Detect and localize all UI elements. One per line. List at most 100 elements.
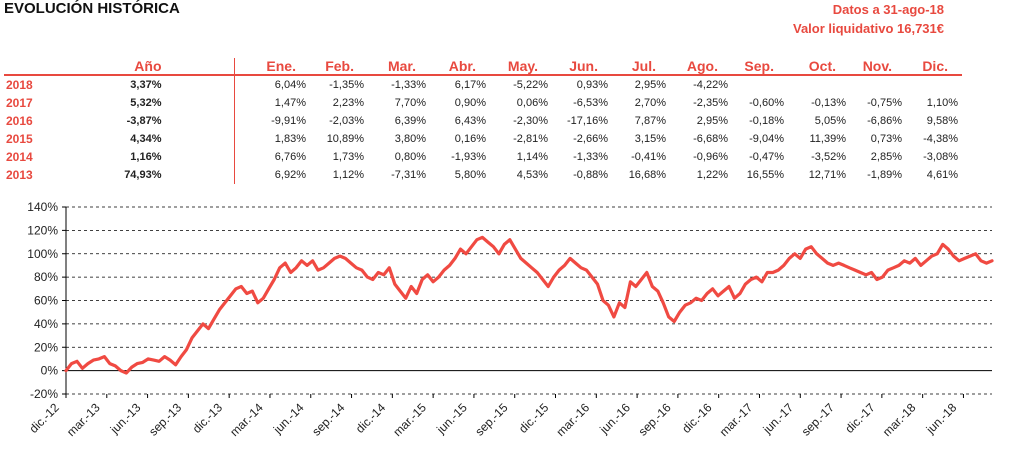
row-month-return: -5,22%	[513, 79, 548, 91]
row-month-return: 2,95%	[696, 115, 728, 127]
row-month-return: 3,80%	[394, 133, 426, 145]
row-month-return: -4,22%	[693, 79, 728, 91]
row-year: 2017	[6, 96, 33, 110]
x-tick-label: jun.-18	[923, 400, 960, 437]
row-month-return: -2,66%	[573, 133, 608, 145]
x-tick-label: sep.-13	[146, 400, 184, 438]
row-month-return: 0,73%	[870, 133, 902, 145]
row-month-return: 9,58%	[926, 115, 958, 127]
row-month-return: -2,35%	[693, 97, 728, 109]
row-month-return: 5,05%	[814, 115, 846, 127]
x-tick-label: dic.-17	[842, 400, 878, 436]
row-month-return	[732, 75, 788, 94]
y-tick-label: 80%	[34, 270, 58, 284]
row-month-return: 5,80%	[454, 169, 486, 181]
table-row: 2014 1,16% 6,76% 1,73% 0,80% -1,93% 1,14% -1,33…	[4, 148, 962, 166]
x-tick-label: mar.-18	[880, 400, 919, 439]
row-month-return: -7,31%	[391, 169, 426, 181]
row-month-return: 6,39%	[394, 115, 426, 127]
x-tick-label: dic.-12	[27, 400, 63, 436]
header-month-10: Oct.	[808, 58, 836, 74]
row-month-return: 1,22%	[696, 169, 728, 181]
row-month-return: -0,75%	[867, 97, 902, 109]
row-month-return: 2,70%	[634, 97, 666, 109]
header-month-6: Jun.	[569, 58, 598, 74]
row-month-return: 1,10%	[926, 97, 958, 109]
row-month-return: 6,76%	[233, 148, 310, 166]
row-month-return: 4,61%	[926, 169, 958, 181]
table-header-row: Año Ene. Feb. Mar. Abr. May. Jun. Jul. Ago. Sep. O…	[4, 58, 962, 75]
x-tick-label: mar.-16	[554, 400, 593, 439]
header-month-1: Ene.	[233, 58, 310, 75]
row-month-return: 0,06%	[516, 97, 548, 109]
row-month-return: 7,87%	[634, 115, 666, 127]
row-month-return: 16,68%	[628, 169, 666, 181]
table-row: 2018 3,37% 6,04% -1,35% -1,33% 6,17% -5,22% 0,9…	[4, 75, 962, 94]
header-month-12: Dic.	[922, 58, 948, 74]
x-tick-label: mar.-13	[64, 400, 103, 439]
row-month-return: 3,15%	[634, 133, 666, 145]
table-row: 2017 5,32% 1,47% 2,23% 7,70% 0,90% 0,06% -6,53%…	[4, 94, 962, 112]
y-tick-label: 0%	[41, 364, 59, 378]
row-month-return: -0,47%	[749, 151, 784, 163]
returns-table: Año Ene. Feb. Mar. Abr. May. Jun. Jul. Ago. Sep. O…	[4, 58, 962, 184]
x-tick-label: dic.-16	[679, 400, 715, 436]
row-month-return: -2,30%	[513, 115, 548, 127]
row-month-return: -6,68%	[693, 133, 728, 145]
row-month-return: -0,18%	[749, 115, 784, 127]
row-month-return: 6,43%	[454, 115, 486, 127]
x-tick-label: mar.-17	[717, 400, 756, 439]
row-annual-return: 74,93%	[124, 169, 162, 181]
x-tick-label: mar.-15	[390, 400, 429, 439]
row-annual-return: 3,37%	[130, 79, 162, 91]
y-tick-label: -20%	[30, 387, 58, 401]
header-month-5: May.	[507, 58, 538, 74]
x-tick-label: jun.-17	[760, 400, 797, 437]
row-month-return: -2,03%	[329, 115, 364, 127]
row-month-return: 1,14%	[516, 151, 548, 163]
x-tick-label: dic.-14	[353, 400, 389, 436]
row-month-return: 1,83%	[233, 130, 310, 148]
row-month-return: 0,16%	[454, 133, 486, 145]
net-asset-value: Valor liquidativo 16,731€	[792, 21, 944, 36]
row-month-return: 6,92%	[233, 166, 310, 184]
row-month-return: 0,80%	[394, 151, 426, 163]
row-month-return: -3,08%	[923, 151, 958, 163]
row-month-return: 6,17%	[454, 79, 486, 91]
row-month-return: -1,35%	[329, 79, 364, 91]
row-month-return: 0,93%	[576, 79, 608, 91]
y-tick-label: 120%	[27, 223, 58, 237]
row-month-return: -1,89%	[867, 169, 902, 181]
row-month-return: 11,39%	[809, 133, 847, 145]
row-annual-return: -3,87%	[126, 115, 162, 127]
row-month-return: -6,86%	[867, 115, 902, 127]
table-body: 2018 3,37% 6,04% -1,35% -1,33% 6,17% -5,22% 0,9…	[4, 75, 962, 184]
y-tick-label: 40%	[34, 317, 58, 331]
row-month-return: -1,33%	[391, 79, 426, 91]
row-year: 2018	[6, 78, 33, 92]
row-month-return: 4,53%	[516, 169, 548, 181]
x-tick-label: jun.-14	[270, 400, 307, 437]
x-tick-label: jun.-16	[596, 400, 633, 437]
x-tick-label: jun.-13	[107, 400, 144, 437]
series-line	[64, 235, 994, 375]
row-month-return: -0,13%	[811, 97, 846, 109]
row-month-return	[850, 75, 906, 94]
row-month-return: -0,96%	[693, 151, 728, 163]
x-tick-label: sep.-15	[472, 400, 510, 438]
row-month-return: 2,95%	[634, 79, 666, 91]
x-tick-label: jun.-15	[433, 400, 470, 437]
row-month-return: 2,85%	[870, 151, 902, 163]
row-month-return: 2,23%	[332, 97, 364, 109]
row-month-return	[906, 75, 962, 94]
row-month-return: 0,90%	[454, 97, 486, 109]
table-row: 2013 74,93% 6,92% 1,12% -7,31% 5,80% 4,53% -0,8…	[4, 166, 962, 184]
row-month-return: 1,73%	[332, 151, 364, 163]
row-month-return: -4,38%	[923, 133, 958, 145]
x-tick-label: dic.-15	[516, 400, 552, 436]
row-month-return: 6,04%	[233, 75, 310, 94]
header-month-2: Feb.	[325, 58, 354, 74]
row-annual-return: 4,34%	[130, 133, 162, 145]
row-month-return: -0,88%	[573, 169, 608, 181]
table-row: 2016 -3,87% -9,91% -2,03% 6,39% 6,43% -2,30% -1…	[4, 112, 962, 130]
